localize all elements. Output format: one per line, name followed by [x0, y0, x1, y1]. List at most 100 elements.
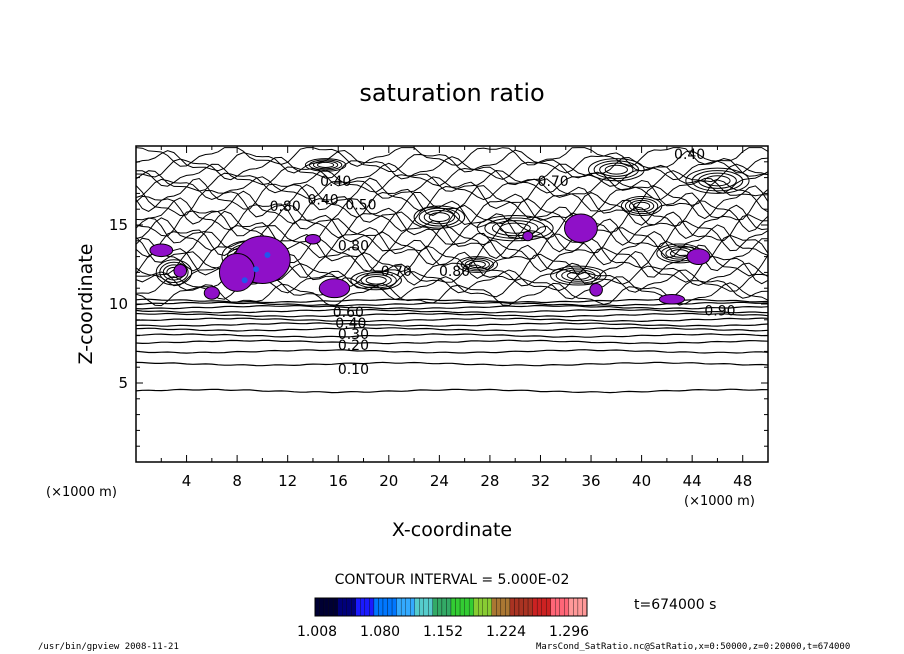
contour-line: [135, 147, 769, 167]
contour-cell: [491, 220, 539, 237]
colorbar-segment: [555, 597, 560, 617]
contour-cell: [355, 272, 397, 289]
footer-left: /usr/bin/gpview 2008-11-21: [38, 642, 179, 652]
colorbar-segment: [410, 597, 415, 617]
time-label: t=674000 s: [634, 597, 716, 613]
contour-line: [135, 176, 769, 201]
contour-line: [135, 156, 769, 181]
contour-cell: [599, 162, 634, 177]
colorbar-segment: [400, 597, 406, 617]
contour-line: [135, 304, 769, 310]
contour-cell: [350, 270, 402, 291]
y-axis-ticks: 5 10 15: [109, 161, 768, 447]
colorbar-segment: [378, 597, 384, 617]
contour-cell: [484, 217, 547, 239]
supersaturated-region: [658, 294, 686, 305]
contour-line: [135, 204, 769, 239]
contour-line: [135, 177, 769, 213]
x-axis-ticks: 4 8 12 16 20 24 28 32 36 40 44 48: [160, 146, 769, 490]
contour-cell: [550, 265, 607, 286]
colorbar-segment: [414, 597, 420, 617]
colorbar-segment: [487, 597, 492, 617]
contour-cell: [464, 259, 490, 270]
colorbar-segment: [536, 597, 542, 617]
contour-cell: [317, 161, 335, 168]
contour-cell: [604, 164, 628, 175]
contour-cell: [499, 222, 531, 234]
contour-cell: [697, 172, 737, 189]
colorbar-segment: [573, 597, 579, 617]
x-tick-label: 16: [329, 472, 348, 490]
colorbar-segment: [437, 597, 443, 617]
colorbar-segment: [337, 597, 343, 617]
x-unit-right: (×1000 m): [684, 494, 755, 509]
contour-cell: [360, 274, 392, 287]
supersaturated-region: [589, 282, 603, 297]
colorbar-segment: [546, 597, 551, 617]
colorbar-segment: [564, 597, 570, 617]
colorbar-segment: [351, 597, 356, 617]
x-tick-label: 8: [232, 472, 242, 490]
colorbar-segment: [419, 597, 424, 617]
contour-line: [135, 162, 769, 187]
colorbar-segment: [432, 597, 438, 617]
contour-label: 0.10: [338, 362, 369, 378]
contour-interval-label: CONTOUR INTERVAL = 5.000E-02: [335, 572, 570, 588]
contour-line: [135, 333, 769, 338]
colorbar-segment: [382, 597, 388, 617]
contour-line: [135, 312, 769, 318]
colorbar-segment: [346, 597, 352, 617]
colorbar-segment: [364, 597, 370, 617]
colorbar-segment: [391, 597, 397, 617]
colorbar-segment: [577, 597, 583, 617]
contour-cell: [669, 249, 690, 258]
colorbar-segment: [468, 597, 474, 617]
contour-cell: [468, 260, 486, 269]
contour-label: 0.50: [345, 197, 376, 213]
contour-cell: [476, 215, 554, 242]
contour-line: [135, 184, 769, 220]
colorbar-segment: [568, 597, 574, 617]
supersaturated-region: [563, 213, 598, 243]
colorbar-segment: [319, 597, 325, 617]
contour-cell: [624, 197, 659, 215]
colorbar-segment: [518, 597, 524, 617]
contour-cell: [308, 159, 343, 171]
contour-line: [135, 322, 769, 327]
supersaturated-region: [203, 286, 220, 300]
contour-label: 0.70: [538, 174, 569, 190]
contour-cell: [561, 269, 596, 282]
colorbar-segment: [342, 597, 347, 617]
contour-labels: 0.40 0.40 0.70 0.80 0.40 0.50 0.80 0.70 0.80 0.90…: [270, 147, 736, 378]
colorbar-segment: [482, 597, 488, 617]
colorbar-segment: [396, 597, 402, 617]
supersaturated-region: [304, 233, 322, 245]
colorbar-segment: [450, 597, 456, 617]
colorbar-frame: [314, 597, 588, 617]
contour-cell: [704, 175, 731, 187]
y-tick-label: 10: [109, 295, 128, 313]
colorbar-segment: [527, 597, 533, 617]
colorbar-segment: [387, 597, 393, 617]
x-tick-label: 40: [632, 472, 651, 490]
colorbar-segment: [369, 597, 375, 617]
contour-cell: [460, 257, 494, 272]
y-tick-label: 15: [109, 216, 128, 234]
supersaturation-fills: [149, 213, 711, 305]
contour-cell: [566, 271, 591, 280]
colorbar-segment: [509, 597, 515, 617]
contour-cell: [413, 205, 466, 229]
contour-line: [135, 326, 769, 332]
contour-line: [135, 149, 769, 174]
contour-line: [135, 237, 769, 273]
x-tick-label: 28: [480, 472, 499, 490]
contour-cell: [159, 261, 189, 284]
colorbar-segment: [423, 597, 429, 617]
x-tick-label: 4: [182, 472, 192, 490]
contour-label: 0.40: [335, 316, 366, 332]
high-saturation-spot: [264, 252, 271, 259]
contour-line: [135, 339, 769, 345]
contour-line: [135, 197, 769, 233]
x-tick-label: 32: [531, 472, 550, 490]
